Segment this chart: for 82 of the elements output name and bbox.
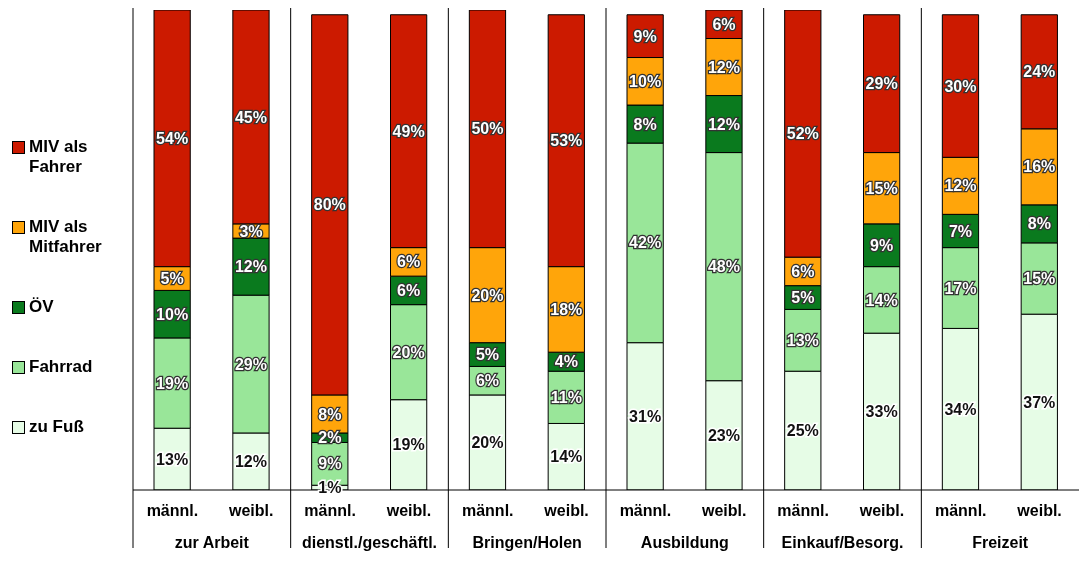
data-label: 6% [791,262,815,280]
data-label: 17% [944,279,977,297]
data-label: 8% [1027,215,1051,233]
data-label: 6% [397,253,421,271]
legend-label: MIV als Mitfahrer [29,216,103,257]
legend-label: ÖV [29,296,54,317]
data-label: 4% [554,353,578,371]
x-tick-label: männl. [934,502,987,519]
data-label: 20% [392,343,425,361]
data-label: 20% [471,286,504,304]
data-label: 12% [707,58,740,76]
text: Einkauf/Besorg. [781,534,904,551]
data-label: 37% [1023,393,1056,411]
data-label: 5% [791,289,815,307]
data-label: 18% [550,301,583,319]
data-label: 10% [156,305,189,323]
data-label: 9% [870,236,894,254]
data-label: 29% [865,75,898,93]
data-label: 20% [471,434,504,452]
data-label: 15% [865,179,898,197]
data-label: 6% [475,372,500,390]
data-label: 49% [392,122,425,140]
data-label: 54% [156,129,189,147]
data-label: 29% [234,355,267,373]
data-label: 7% [948,222,973,240]
text: zur Arbeit [174,534,250,551]
data-label: 12% [944,177,977,195]
data-label: 23% [707,426,740,444]
data-label: 14% [865,291,898,309]
data-label: 31% [629,407,662,425]
data-label: 11% [550,388,582,406]
text: dienstl./geschäftl. [301,534,438,551]
legend-label: MIV als Fahrer [29,136,89,177]
data-label: 12% [234,453,267,471]
data-label: 42% [629,234,662,252]
data-label: 6% [397,282,421,299]
data-label: 50% [471,120,504,138]
data-label: 13% [156,450,189,468]
data-label: 6% [712,15,736,33]
text: Bringen/Holen [472,534,582,551]
data-label: 19% [392,436,425,454]
text: Freizeit [972,534,1029,551]
data-label: 14% [550,448,583,466]
legend-label: Fahrrad [29,356,93,377]
data-label: 33% [865,403,898,421]
data-label: 16% [1023,158,1056,176]
data-label: 25% [786,422,819,440]
data-label: 30% [944,77,977,95]
legend-label: zu Fuß [29,416,84,437]
x-tick-label: weibl. [858,502,905,519]
data-label: 5% [160,270,184,288]
data-label: 3% [239,222,263,240]
data-label: 5% [475,346,500,364]
x-tick-label: männl. [304,502,356,519]
data-label: 8% [633,115,657,133]
data-label: 19% [156,374,189,392]
data-label: 45% [234,108,267,126]
x-tick-label: weibl. [228,502,274,519]
x-tick-label: weibl. [385,502,432,519]
x-tick-label: männl. [146,502,199,519]
x-tick-label: weibl. [543,502,589,519]
data-label: 80% [313,196,346,214]
data-label: 10% [629,72,662,90]
data-label: 9% [318,455,342,473]
data-label: 34% [944,400,977,418]
data-label: 52% [786,125,819,143]
data-label: 24% [1023,63,1056,81]
data-label: 8% [318,405,342,423]
data-label: 15% [1023,270,1056,288]
data-label: 2% [318,429,342,447]
x-tick-label: männl. [619,502,672,519]
x-tick-label: männl. [461,502,514,519]
x-tick-label: männl. [777,502,829,519]
data-label: 48% [707,258,740,276]
data-label: 53% [550,132,583,150]
data-label: 13% [786,331,819,349]
text: Ausbildung [640,534,729,551]
data-label: 12% [234,258,267,276]
x-tick-label: weibl. [1016,502,1062,519]
data-label: 12% [707,115,740,133]
x-tick-label: weibl. [701,502,747,519]
data-label: 9% [633,27,657,45]
